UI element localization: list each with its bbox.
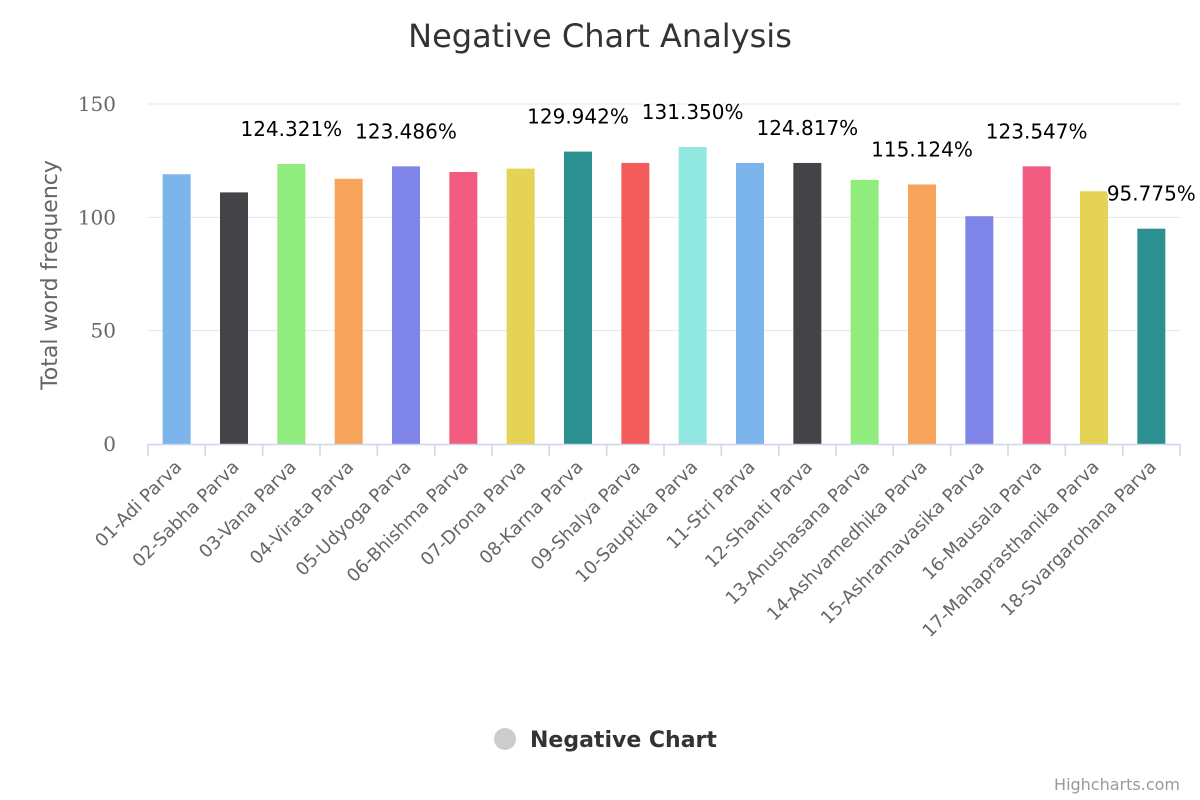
x-tick-label: 08-Karna Parva (476, 457, 588, 569)
bar[interactable] (736, 162, 764, 444)
bar[interactable] (621, 162, 650, 444)
bar[interactable] (506, 168, 535, 444)
y-tick-label: 100 (78, 205, 116, 229)
bar[interactable] (1080, 191, 1108, 444)
bar[interactable] (908, 184, 936, 444)
data-label: 95.775% (1107, 182, 1196, 206)
data-label: 123.486% (355, 119, 457, 143)
y-axis-title: Total word frequency (38, 160, 63, 391)
bar[interactable] (1022, 166, 1051, 445)
bar[interactable] (277, 164, 306, 445)
x-axis (147, 443, 1181, 456)
data-label: 123.547% (986, 119, 1088, 143)
bars (162, 147, 1166, 445)
data-label: 124.321% (240, 117, 342, 141)
y-axis-ticks: 0 50 100 150 (78, 92, 116, 456)
y-tick-label: 50 (91, 319, 116, 343)
chart-title: Negative Chart Analysis (408, 17, 792, 55)
bar[interactable] (162, 174, 191, 444)
x-tick-label: 07-Drona Parva (417, 457, 531, 571)
legend-symbol[interactable] (494, 728, 516, 750)
bar[interactable] (220, 192, 248, 444)
data-label: 129.942% (527, 105, 629, 129)
legend-item-negative-chart[interactable]: Negative Chart (530, 728, 717, 753)
bar[interactable] (850, 179, 879, 444)
data-label: 131.350% (642, 100, 744, 124)
bar[interactable] (965, 216, 994, 444)
bar[interactable] (392, 166, 420, 445)
x-tick-label: 03-Vana Parva (195, 457, 301, 563)
legend[interactable]: Negative Chart (494, 728, 717, 753)
x-tick-label: 02-Sabha Parva (129, 457, 244, 572)
y-tick-label: 150 (78, 92, 116, 116)
bar[interactable] (334, 178, 363, 445)
data-label: 115.124% (871, 137, 973, 161)
bar[interactable] (678, 147, 707, 445)
data-labels: 124.321% 123.486% 129.942% 131.350% 124.817%… (239, 99, 1197, 208)
bar[interactable] (564, 151, 592, 444)
x-tick-label: 04-Virata Parva (246, 457, 358, 569)
bar[interactable] (793, 162, 822, 444)
bar[interactable] (1137, 228, 1166, 444)
grid-lines (148, 103, 1180, 332)
x-tick-label: 12-Shanti Parva (701, 457, 817, 573)
data-label: 124.817% (756, 116, 858, 140)
y-tick-label: 0 (103, 432, 116, 456)
credits-link[interactable]: Highcharts.com (1054, 775, 1180, 794)
bar[interactable] (449, 172, 478, 444)
